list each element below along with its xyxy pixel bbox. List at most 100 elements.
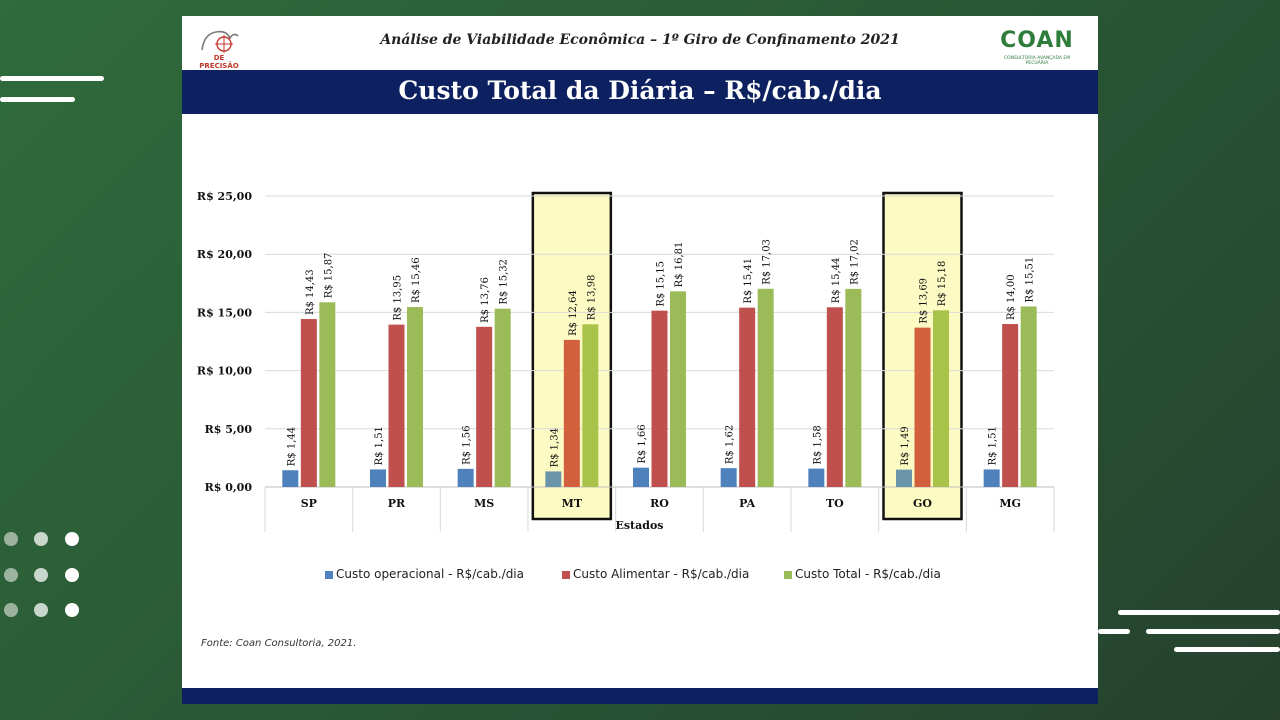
data-label: R$ 14,43 <box>305 269 316 315</box>
x-tick-label-pa: PA <box>739 497 755 510</box>
header-title: Análise de Viabilidade Econômica – 1º Gi… <box>380 32 900 48</box>
data-label: R$ 12,64 <box>568 290 579 336</box>
bar-sp-series-1 <box>282 470 299 487</box>
bar-mt-series-2 <box>563 339 580 487</box>
bar-chart: R$ 0,00 R$ 5,00 R$ 10,00 R$ 15,00 R$ 20,00 R$… <box>197 190 1055 532</box>
x-tick-label-sp: SP <box>301 497 317 510</box>
decorative-dot <box>34 603 48 617</box>
data-label: R$ 16,81 <box>674 242 685 288</box>
data-label: R$ 15,87 <box>323 253 334 299</box>
legend-item-2: Custo Alimentar - R$/cab./dia <box>562 567 749 585</box>
x-tick-label-pr: PR <box>388 497 406 510</box>
title-bar: Custo Total da Diária – R$/cab./dia <box>182 70 1098 114</box>
precision-logo: DE PRECISÃO <box>196 24 242 70</box>
data-label: R$ 15,18 <box>937 261 948 307</box>
bar-go-series-1 <box>896 469 912 487</box>
decorative-line <box>0 97 75 102</box>
data-label: R$ 1,58 <box>812 425 823 464</box>
legend-swatch <box>784 570 792 579</box>
data-label: R$ 1,62 <box>725 425 736 464</box>
bottom-bar <box>182 688 1098 704</box>
bar-go-series-3 <box>933 310 949 487</box>
x-axis-title: Estados <box>615 519 663 532</box>
bar-ro-series-3 <box>670 291 686 487</box>
decorative-dot <box>65 568 79 582</box>
legend-label: Custo operacional - R$/cab./dia <box>336 567 524 581</box>
bar-go-series-2 <box>914 327 931 487</box>
data-label: R$ 15,46 <box>411 257 422 303</box>
data-label: R$ 13,76 <box>480 277 491 323</box>
bar-pr-series-3 <box>407 307 423 487</box>
data-label: R$ 1,56 <box>462 425 473 464</box>
bar-mt-series-1 <box>545 471 562 487</box>
decorative-line <box>1118 610 1280 615</box>
bar-pa-series-3 <box>757 288 774 487</box>
x-tick-label-mg: MG <box>999 497 1021 510</box>
x-tick-label-ms: MS <box>474 497 494 510</box>
y-tick-label: R$ 20,00 <box>197 248 252 261</box>
data-label: R$ 15,51 <box>1025 257 1036 303</box>
x-tick-label-go: GO <box>913 497 932 510</box>
x-tick-label-mt: MT <box>562 497 583 510</box>
legend-swatch <box>325 570 333 579</box>
data-label: R$ 13,69 <box>919 278 930 324</box>
decorative-dot <box>4 532 18 546</box>
legend-item-3: Custo Total - R$/cab./dia <box>784 567 941 585</box>
bar-mg-series-1 <box>983 469 1000 487</box>
data-label: R$ 15,15 <box>656 261 667 307</box>
precision-logo-text: DE PRECISÃO <box>199 54 239 70</box>
bar-to-series-3 <box>845 288 862 487</box>
decorative-line <box>1174 647 1280 652</box>
data-label: R$ 1,44 <box>286 427 297 466</box>
data-label: R$ 1,66 <box>637 424 648 463</box>
decorative-line <box>0 76 104 81</box>
chart-legend: Custo operacional - R$/cab./dia Custo Ali… <box>182 567 1098 585</box>
bar-ms-series-3 <box>494 308 511 487</box>
y-tick-label: R$ 10,00 <box>197 365 252 378</box>
decorative-dot <box>65 603 79 617</box>
data-label: R$ 13,95 <box>393 275 404 321</box>
slide-title: Custo Total da Diária – R$/cab./dia <box>398 76 882 105</box>
bar-ms-series-1 <box>457 468 474 487</box>
data-label: R$ 1,51 <box>988 426 999 465</box>
bar-to-series-1 <box>808 468 825 487</box>
bar-ms-series-2 <box>476 326 493 487</box>
x-tick-label-to: TO <box>826 497 844 510</box>
slide-header: DE PRECISÃO Análise de Viabilidade Econô… <box>182 16 1098 70</box>
slide: DE PRECISÃO Análise de Viabilidade Econô… <box>182 16 1098 704</box>
data-label: R$ 1,49 <box>900 426 911 465</box>
data-label: R$ 17,03 <box>762 239 773 285</box>
decorative-dot <box>4 603 18 617</box>
decorative-dot <box>34 568 48 582</box>
legend-item-1: Custo operacional - R$/cab./dia <box>325 567 524 585</box>
decorative-dot <box>34 532 48 546</box>
data-label: R$ 1,51 <box>374 426 385 465</box>
y-tick-label: R$ 0,00 <box>205 481 253 494</box>
bar-mg-series-2 <box>1002 324 1019 487</box>
bar-pa-series-1 <box>720 468 737 487</box>
data-label: R$ 14,00 <box>1006 274 1017 320</box>
data-label: R$ 15,41 <box>743 258 754 304</box>
y-tick-label: R$ 15,00 <box>197 306 252 319</box>
bar-to-series-2 <box>826 307 843 487</box>
bar-pa-series-2 <box>739 307 756 487</box>
data-label: R$ 13,98 <box>586 275 597 321</box>
data-label: R$ 15,32 <box>499 259 510 305</box>
x-tick-label-ro: RO <box>650 497 669 510</box>
coan-logo-text: COAN <box>1000 28 1074 53</box>
decorative-dot <box>4 568 18 582</box>
data-label: R$ 1,34 <box>549 428 560 467</box>
legend-label: Custo Total - R$/cab./dia <box>795 567 941 581</box>
source-note: Fonte: Coan Consultoria, 2021. <box>201 638 357 649</box>
coan-logo-subtitle: CONSULTORIA AVANÇADA EM PECUÁRIA <box>1003 56 1071 66</box>
y-tick-label: R$ 5,00 <box>205 423 253 436</box>
legend-label: Custo Alimentar - R$/cab./dia <box>573 567 750 581</box>
bar-sp-series-2 <box>300 319 317 487</box>
data-label: R$ 17,02 <box>849 239 860 285</box>
precision-logo-icon <box>201 30 239 53</box>
decorative-line <box>1098 629 1130 634</box>
decorative-dot <box>65 532 79 546</box>
data-label: R$ 15,44 <box>831 258 842 304</box>
bar-mt-series-3 <box>582 324 599 487</box>
coan-logo: COAN CONSULTORIA AVANÇADA EM PECUÁRIA <box>992 28 1082 66</box>
